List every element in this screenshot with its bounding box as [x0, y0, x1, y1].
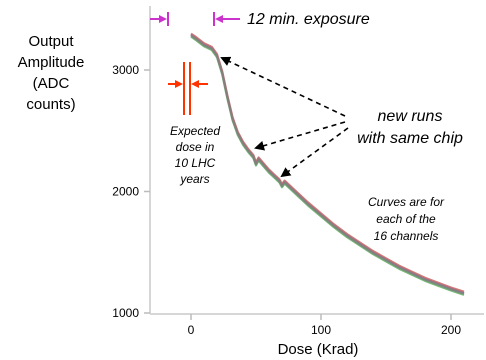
new-runs-line1: new runs	[378, 108, 443, 125]
y-axis-label-line4: counts)	[26, 96, 75, 113]
x-tick-label: 0	[188, 323, 195, 337]
curves-note-line1: Curves are for	[368, 195, 445, 209]
channel-curve-1	[190, 33, 465, 295]
exposure-annotation: 12 min. exposure	[247, 11, 370, 28]
data-curves	[190, 32, 465, 296]
y-tick-label: 3000	[112, 63, 139, 77]
y-axis-label-line3: (ADC	[33, 75, 70, 92]
expected-dose-line2: dose in	[176, 140, 215, 154]
x-tick-label: 100	[311, 323, 331, 337]
channel-curve-2	[190, 35, 465, 296]
expected-dose-line1: Expected	[170, 124, 220, 138]
expected-dose-line4: years	[179, 172, 209, 186]
axis-ticks: 0 100 200 1000 2000 3000	[112, 63, 461, 337]
new-runs-arrows	[220, 56, 349, 178]
x-axis-label: Dose (Krad)	[278, 341, 359, 358]
channel-curve-3	[190, 32, 465, 293]
y-tick-label: 1000	[112, 306, 139, 320]
curves-note-line2: each of the	[376, 212, 436, 226]
curves-note-line3: 16 channels	[374, 229, 439, 243]
exposure-marker	[150, 12, 240, 26]
channel-curve-4	[190, 34, 465, 295]
y-axis-label-line1: Output	[28, 33, 74, 50]
new-runs-line2: with same chip	[357, 130, 463, 147]
y-axis-label-line2: Amplitude	[18, 54, 85, 71]
y-tick-label: 2000	[112, 185, 139, 199]
expected-dose-marker	[168, 62, 208, 115]
plot-frame	[149, 6, 484, 315]
expected-dose-line3: 10 LHC	[175, 156, 216, 170]
x-tick-label: 200	[441, 323, 461, 337]
